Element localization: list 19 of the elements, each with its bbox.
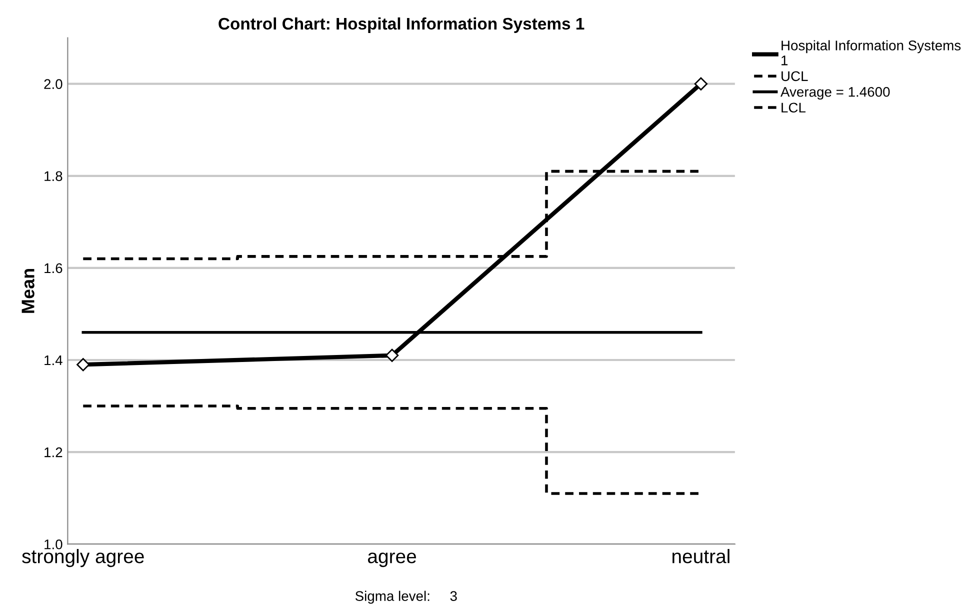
chart-title: Control Chart: Hospital Information Systems 1 [218,17,584,33]
y-tick-label: 1.0 [44,539,62,550]
y-axis-title: Mean [22,269,34,313]
point [694,77,708,90]
y-tick-label: 2.0 [44,79,62,90]
y-tick-label: 1.4 [44,355,62,366]
point [76,358,90,372]
x-tick-label: neutral [672,548,730,564]
legend-label: LCL [782,102,806,113]
x-tick-label: strongly agree [22,548,144,568]
y-tick-label: 1.6 [44,263,62,274]
x-tick-label: agree [368,552,416,568]
legend-label: Average = 1.4600 [780,86,890,100]
legend-label: UCL [782,71,808,82]
point [385,348,399,362]
y-tick-label: 1.2 [44,447,62,458]
legend-label: Hospital Information Systems 1 [782,40,961,66]
text: Sigma level: 3 [355,590,457,604]
y-tick-label: 1.8 [44,171,62,182]
